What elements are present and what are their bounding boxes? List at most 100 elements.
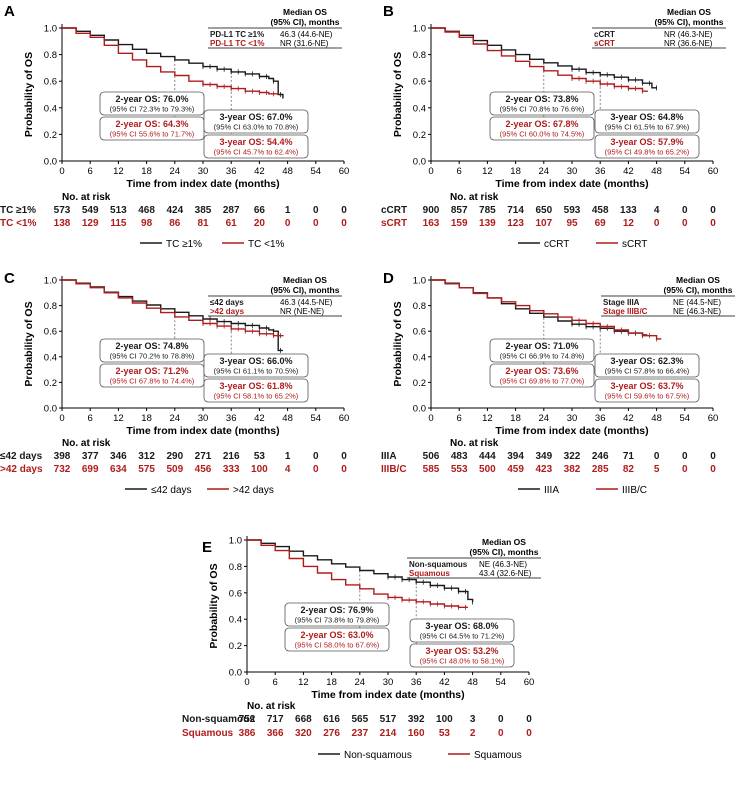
median-header-line2: (95% CI), months [664,285,733,295]
median-os-table: Median OS(95% CI), months ≤42 days 46.3 (4… [208,275,342,317]
risk-count: 0 [285,218,291,229]
km-panel-a: A 0.0 0.2 0.4 0.6 0.8 1.0 0 6 12 18 24 30 36 42 48 54 60 T… [0,3,349,250]
x-tick-label: 30 [198,166,209,177]
median-group-value: NR (31.6-NE) [280,39,329,48]
annotation-box: 3-year OS: 68.0%(95% CI 64.5% to 71.2%) [409,618,515,643]
median-group-label: cCRT [594,30,615,39]
risk-count: 3 [470,714,476,725]
y-tick-label: 0.6 [44,327,57,338]
median-header-line1: Median OS [283,7,327,17]
annotation-box: 3-year OS: 67.0%(95% CI 63.0% to 70.8%) [203,109,309,134]
median-os-table: Median OS(95% CI), months cCRT NR (46.3-NE… [592,7,726,49]
risk-count: 0 [682,205,688,216]
y-tick-label: 0.6 [413,77,426,88]
median-group-value: 43.4 (32.6-NE) [479,569,532,578]
risk-count: 82 [623,464,635,475]
y-axis-label: Probability of OS [392,301,404,386]
annotation-ci: (95% CI 58.0% to 67.6%) [295,641,380,650]
legend-label: IIIA [544,485,559,496]
panel-letter: D [383,270,394,287]
annotation-box: 3-year OS: 53.2%(95% CI 48.0% to 58.1%) [409,643,515,668]
x-tick-label: 6 [88,166,93,177]
median-group-label: PD-L1 TC <1% [210,39,264,48]
x-tick-label: 12 [482,166,493,177]
x-tick-label: 30 [198,413,209,424]
annotation-ci: (95% CI 61.1% to 70.5%) [214,367,299,376]
risk-count: 2 [470,728,476,739]
y-tick-label: 0.4 [413,103,426,114]
annotation-value: 2-year OS: 67.8% [505,119,578,129]
annotation-ci: (95% CI 66.9% to 74.8%) [500,352,585,361]
risk-count: 4 [285,464,291,475]
x-tick-label: 30 [567,166,578,177]
annotation-ci: (95% CI 72.3% to 79.3%) [110,105,195,114]
y-tick-label: 0.4 [229,615,242,626]
risk-count: 285 [592,464,609,475]
km-curve-2 [62,279,284,337]
risk-count: 732 [54,464,71,475]
annotation-frame [409,643,515,668]
y-tick-label: 0.8 [229,562,242,573]
x-tick-label: 36 [226,166,237,177]
x-tick-label: 54 [311,166,322,177]
annotation-box: 2-year OS: 76.0%(95% CI 72.3% to 79.3%) [99,91,205,116]
annotation-value: 3-year OS: 53.2% [425,646,498,656]
x-tick-label: 18 [510,166,521,177]
median-group-value: NE (44.5-NE) [673,298,721,307]
risk-count: 133 [620,205,637,216]
risk-count: 549 [82,205,99,216]
x-tick-label: 0 [428,166,433,177]
risk-count: 585 [423,464,440,475]
risk-row-label: TC ≥1% [0,205,36,216]
x-tick-label: 36 [226,413,237,424]
risk-count: 0 [654,218,660,229]
risk-count: 500 [479,464,496,475]
annotation-box: 3-year OS: 62.3%(95% CI 57.8% to 66.4%) [594,353,700,378]
x-tick-label: 48 [282,166,293,177]
risk-count: 699 [82,464,99,475]
x-tick-label: 0 [59,166,64,177]
annotation-ci: (95% CI 73.8% to 79.8%) [295,616,380,625]
risk-count: 593 [564,205,581,216]
median-header-line2: (95% CI), months [655,17,724,27]
risk-count: 115 [110,218,127,229]
risk-count: 0 [682,218,688,229]
km-panel-d: D 0.0 0.2 0.4 0.6 0.8 1.0 0 6 12 18 24 30 36 42 48 54 60 T… [381,270,735,496]
median-header-line2: (95% CI), months [271,285,340,295]
x-tick-label: 6 [88,413,93,424]
risk-count: 20 [254,218,266,229]
annotation-ci: (95% CI 67.8% to 74.4%) [110,377,195,386]
panel-letter: E [202,539,212,556]
risk-row-label: IIIA [381,451,397,462]
legend-label: Non-squamous [344,750,412,761]
y-tick-label: 0.2 [44,130,57,141]
y-axis-label: Probability of OS [23,301,35,386]
annotation-ci: (95% CI 69.8% to 77.0%) [500,377,585,386]
x-tick-label: 6 [457,413,462,424]
risk-count: 290 [166,451,183,462]
y-tick-label: 0.8 [44,50,57,61]
median-group-value: NR (36.6-NE) [664,39,713,48]
x-tick-label: 48 [651,166,662,177]
risk-row-label: >42 days [0,464,43,475]
y-tick-label: 0.6 [44,77,57,88]
annotation-value: 2-year OS: 71.2% [115,366,188,376]
median-group-label: sCRT [594,39,615,48]
risk-count: 634 [110,464,127,475]
annotation-value: 2-year OS: 64.3% [115,119,188,129]
median-header-line1: Median OS [676,275,720,285]
median-group-label: Stage IIIA [603,298,640,307]
annotation-value: 3-year OS: 64.8% [610,112,683,122]
risk-count: 95 [566,218,578,229]
risk-count: 423 [535,464,552,475]
km-curve-2 [62,27,279,95]
risk-count: 349 [535,451,552,462]
km-panel-b: B 0.0 0.2 0.4 0.6 0.8 1.0 0 6 12 18 24 30 36 42 48 54 60 T… [381,3,726,250]
annotation-box: 2-year OS: 74.8%(95% CI 70.2% to 78.8%) [99,338,205,363]
risk-count: 398 [54,451,71,462]
risk-count: 377 [82,451,99,462]
x-tick-label: 42 [254,166,265,177]
median-group-value: NR (46.3-NE) [664,30,713,39]
x-axis-label: Time from index date (months) [495,425,648,437]
